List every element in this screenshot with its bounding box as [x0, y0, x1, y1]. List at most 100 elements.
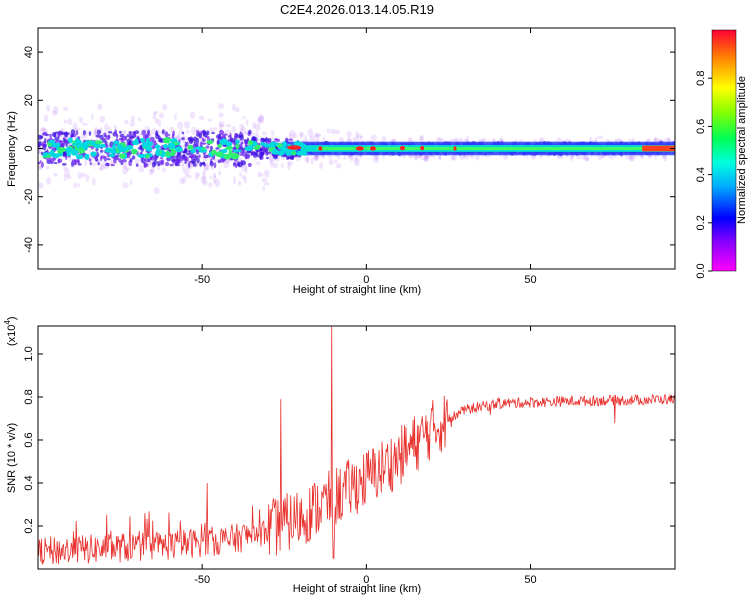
spectrogram-halo-cell [315, 133, 322, 137]
spectrogram-core-cell [272, 154, 279, 160]
snr-series-line [38, 326, 675, 565]
spectrogram-halo-cell [194, 171, 199, 181]
spectrogram-core-cell [61, 131, 66, 136]
snr-axes: -50 0 50 0.2 0.4 0.6 0.8 1.0 [23, 326, 675, 586]
spectrogram-halo-cell [124, 119, 129, 125]
spectrogram-hotspot-end [642, 145, 675, 152]
snr-ylabel: SNR (10 * v/v) [6, 423, 18, 493]
spectrogram-hotspot [318, 146, 323, 151]
spectrogram-core-cell [121, 159, 127, 163]
spectrogram-halo-cell [63, 174, 67, 182]
spectrogram-halo-cell [189, 111, 196, 119]
spectrogram-core-cell [89, 161, 92, 166]
spectrogram-peak-cell [210, 149, 217, 156]
spectrogram-core-cell [73, 160, 77, 166]
spectrogram-halo-cell [220, 124, 225, 128]
spectrogram-core-cell [88, 158, 92, 162]
spectrogram-core-cell [65, 144, 68, 147]
snr-xtick-label: -50 [194, 574, 210, 586]
spectrogram-halo-cell [209, 175, 213, 180]
spectrogram-halo-cell [280, 162, 284, 169]
spectrogram-halo-cell [124, 167, 131, 171]
spectrogram-peak-cell [187, 144, 194, 151]
spectrogram-halo-cell [232, 103, 236, 112]
snr-ytick-label: 0.6 [23, 432, 35, 447]
spectrogram-halo-cell [122, 130, 127, 134]
snr-frame [37, 325, 676, 570]
spectrogram-halo-cell [225, 124, 232, 128]
spectrogram-peak-cell [94, 143, 102, 149]
spectrogram-ylabel: Frequency (Hz) [6, 111, 18, 187]
spectrogram-halo-cell [202, 179, 208, 186]
spectrogram-peak-cell [235, 139, 240, 144]
spectrogram-core-cell [250, 153, 253, 156]
spectrogram-halo-cell [354, 154, 358, 164]
spectrogram-peak-cell [131, 148, 138, 155]
spectrogram-halo-cell [419, 136, 424, 140]
spectrogram-core-cell [95, 134, 101, 138]
spectrogram-halo-cell [129, 178, 133, 186]
spectrogram-heatmap [38, 103, 675, 195]
spectrogram-halo-cell [360, 135, 363, 140]
spectrogram-halo-cell [148, 170, 153, 176]
spectrogram-halo-cell [179, 177, 185, 185]
spectrogram-core-cell [244, 156, 248, 160]
spectrogram-halo-cell [335, 129, 340, 135]
spectrogram-core-cell [106, 158, 111, 161]
spectrogram-halo-cell [63, 168, 70, 178]
spectrogram-plot: -50 0 50 -40 -20 0 20 40 Height of straight lin… [6, 27, 676, 296]
spectrogram-core-cell [126, 133, 129, 138]
spectrogram-core-cell [248, 129, 252, 135]
spectrogram-halo-cell [162, 167, 167, 173]
spectrogram-core-cell [259, 148, 263, 152]
spectrogram-peak-cell [285, 150, 292, 156]
spectrogram-peak-cell [217, 143, 223, 149]
spectrogram-peak-cell [165, 150, 170, 158]
spectrogram-peak-cell [108, 153, 116, 158]
spectrogram-core-cell [240, 141, 244, 145]
spectrogram-peak-cell [84, 153, 90, 160]
spectrogram-halo-cell [201, 172, 206, 181]
spectrogram-halo-cell [46, 177, 52, 185]
spectrogram-core-cell [230, 138, 236, 143]
spectrogram-halo-cell [419, 134, 424, 143]
spectrogram-core-cell [128, 131, 133, 135]
spectrogram-halo-cell [243, 177, 248, 184]
spectrogram-core-cell [275, 138, 280, 142]
spectrogram-halo-cell [90, 162, 97, 166]
spectrogram-peak-cell [233, 149, 242, 153]
spectrogram-halo-cell [580, 156, 586, 160]
spectrogram-peak-cell [221, 148, 228, 154]
spectrogram-halo-cell [258, 172, 264, 177]
spectrogram-core-cell [137, 146, 143, 150]
spectrogram-halo-cell [239, 123, 245, 132]
snr-xtick-label: 50 [524, 574, 536, 586]
spectrogram-halo-cell [63, 119, 68, 124]
spectrogram-peak-cell [235, 143, 240, 149]
snr-exponent-close: ) [6, 316, 18, 320]
spectrogram-halo-cell [305, 155, 310, 164]
spectrogram-halo-cell [62, 166, 69, 170]
spectrogram-xtick-label: -50 [194, 274, 210, 286]
spectrogram-halo-cell [455, 138, 462, 142]
spectrogram-halo-cell [153, 110, 159, 115]
spectrogram-halo-cell [356, 134, 363, 139]
spectrogram-core-cell [260, 137, 265, 144]
spectrogram-halo-cell [200, 175, 207, 184]
spectrogram-hotspot [355, 146, 364, 151]
spectrogram-core-cell [184, 149, 187, 154]
spectrogram-core-cell [96, 129, 102, 135]
spectrogram-core-cell [290, 154, 295, 160]
spectrogram-core-cell [54, 136, 60, 141]
spectrogram-halo-cell [287, 162, 291, 171]
spectrogram-peak-cell [260, 142, 265, 146]
spectrogram-halo-cell [372, 154, 380, 163]
spectrogram-halo-cell [134, 158, 141, 164]
spectrogram-halo-cell [74, 127, 81, 131]
spectrogram-halo-cell [177, 131, 181, 141]
spectrogram-hotspot [453, 146, 457, 151]
snr-ytick-label: 1.0 [23, 346, 35, 361]
spectrogram-core-cell [115, 133, 119, 139]
spectrogram-halo-cell [569, 153, 573, 162]
colorbar-label: Normalized spectral amplitude [736, 76, 748, 224]
